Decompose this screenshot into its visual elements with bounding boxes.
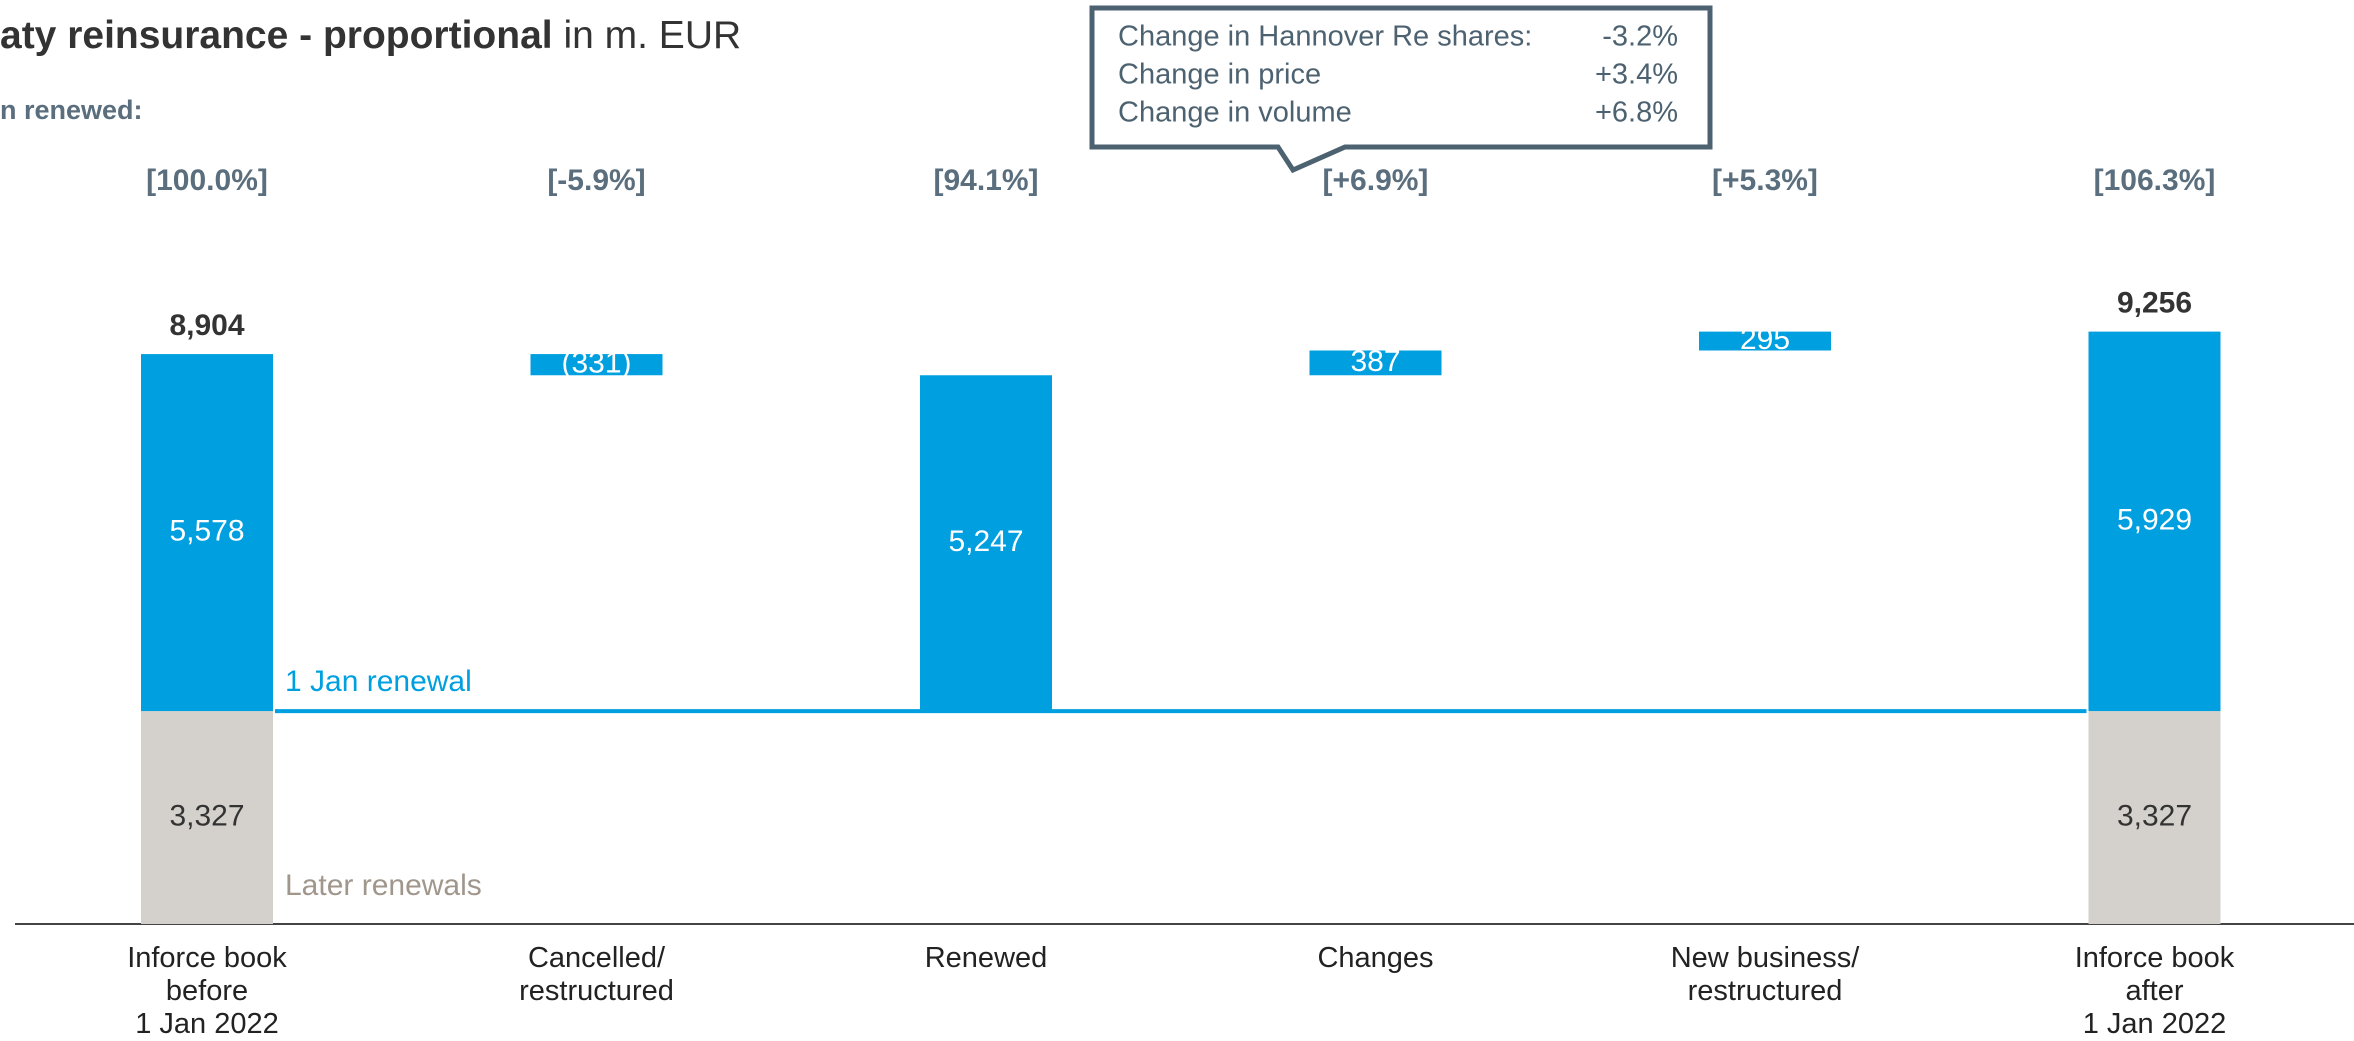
bar-later <box>2088 711 2221 924</box>
callout-value: +6.8% <box>1595 97 1678 129</box>
bar-jan <box>2088 331 2221 712</box>
value-label: (331) <box>561 347 631 380</box>
percentage-label: [+6.9%] <box>1323 164 1429 197</box>
title: aty reinsurance - proportional <box>0 14 553 57</box>
category-label: New business/ restructured <box>1670 942 1860 1007</box>
total-label: 9,256 <box>2117 287 2192 320</box>
total-label: 8,904 <box>169 309 244 342</box>
callout-value: -3.2% <box>1602 21 1678 53</box>
legend-label: 1 Jan renewal <box>285 665 472 698</box>
bar-jan <box>1309 350 1442 376</box>
bar-later <box>141 711 273 924</box>
value-label: 295 <box>1740 323 1790 356</box>
value-label: 5,929 <box>2117 503 2192 536</box>
percentage-label: [100.0%] <box>146 164 268 197</box>
percentage-label: [-5.9%] <box>547 164 645 197</box>
title-unit: in m. EUR <box>563 14 741 57</box>
value-label: 5,578 <box>169 514 244 547</box>
percentage-label: [94.1%] <box>933 164 1038 197</box>
percentage-label: [+5.3%] <box>1712 164 1818 197</box>
category-label: Changes <box>1317 942 1434 974</box>
legend-label: Later renewals <box>285 869 482 902</box>
category-label: Cancelled/ restructured <box>519 942 674 1007</box>
bar-jan <box>141 354 273 712</box>
value-label: 3,327 <box>2117 799 2192 832</box>
category-label: Inforce book after 1 Jan 2022 <box>2074 942 2235 1040</box>
value-label: 5,247 <box>948 525 1023 558</box>
bar-jan <box>1699 331 1831 351</box>
category-label: Renewed <box>924 942 1048 974</box>
callout-label: Change in Hannover Re shares: <box>1118 21 1532 53</box>
value-label: 387 <box>1350 345 1400 378</box>
bar-jan <box>920 375 1052 712</box>
chart-title: aty reinsurance - proportional in m. EUR <box>0 14 741 57</box>
callout-box <box>1089 5 1713 174</box>
category-label: Inforce book before 1 Jan 2022 <box>127 942 287 1040</box>
bar-jan <box>530 354 663 376</box>
callout-label: Change in volume <box>1118 97 1352 129</box>
value-label: 3,327 <box>169 799 244 832</box>
callout-value: +3.4% <box>1595 59 1678 91</box>
subtitle: n renewed: <box>0 95 143 125</box>
percentage-label: [106.3%] <box>2094 164 2216 197</box>
callout-label: Change in price <box>1118 59 1321 91</box>
